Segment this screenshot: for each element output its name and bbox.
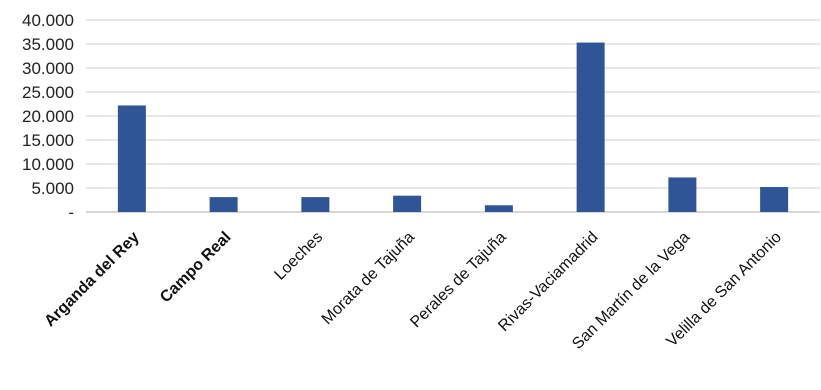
y-axis-tick-labels: - 5.000 10.000 15.000 20.000 25.000 30.000 35.0…: [22, 11, 74, 222]
y-tick-label: 25.000: [22, 83, 74, 102]
x-category-label: Morata de Tajuña: [319, 229, 418, 328]
y-tick-label: 20.000: [22, 107, 74, 126]
bar: [760, 187, 789, 212]
y-tick-label: 15.000: [22, 131, 74, 150]
x-category-label: Perales de Tajuña: [407, 229, 509, 331]
bar: [117, 105, 146, 212]
bar: [484, 205, 513, 212]
x-category-label: Campo Real: [157, 229, 234, 306]
y-tick-label: 10.000: [22, 155, 74, 174]
y-tick-label: 40.000: [22, 11, 74, 30]
x-category-label: Loeches: [271, 229, 326, 284]
x-category-label: Rivas-Vaciamadrid: [495, 229, 601, 335]
bars: [117, 42, 789, 213]
gridlines: [86, 19, 820, 213]
bar: [209, 197, 238, 212]
x-category-label: Arganda del Rey: [41, 229, 142, 330]
y-tick-label: 30.000: [22, 59, 74, 78]
bar: [576, 42, 605, 213]
y-tick-label: 35.000: [22, 35, 74, 54]
bar: [301, 197, 330, 212]
y-tick-label: -: [68, 203, 74, 222]
bar: [393, 195, 422, 212]
y-tick-label: 5.000: [31, 179, 74, 198]
bar: [668, 177, 697, 212]
